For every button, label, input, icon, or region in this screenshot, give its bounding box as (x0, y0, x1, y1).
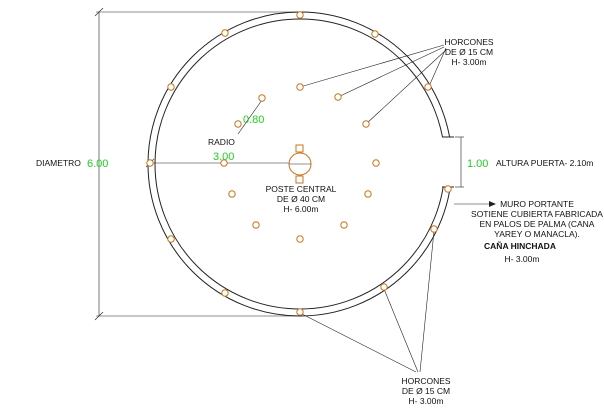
inner-post (252, 221, 260, 229)
inner-posts (220, 83, 380, 243)
inner-post (334, 93, 342, 101)
inner-post (296, 235, 304, 243)
muro-line-1: MURO PORTANTE (500, 199, 574, 209)
perimeter-post (296, 308, 304, 316)
radius-value: 3.00 (213, 151, 234, 163)
leader-bottom-2 (383, 288, 419, 373)
horcones-top-line-3: H- 3.00m (452, 57, 487, 67)
inner-post (220, 159, 228, 167)
door-height-label: ALTURA PUERTA- 2.10m (496, 158, 593, 168)
cana-title: CAÑA HINCHADA (484, 241, 556, 251)
leader-top-2 (337, 46, 445, 98)
perimeter-post (444, 185, 452, 193)
central-post-label: POSTE CENTRAL DE Ø 40 CM H- 6.00m (266, 184, 337, 214)
central-post-line-3: H- 6.00m (284, 204, 319, 214)
perimeter-post (221, 289, 229, 297)
spacing-value: 0.80 (243, 114, 264, 126)
diameter-label: DIAMETRO (36, 158, 81, 168)
central-post-line-1: POSTE CENTRAL (266, 184, 337, 194)
muro-arrowhead (489, 201, 496, 207)
central-post (288, 144, 312, 184)
inner-post (362, 120, 370, 128)
diameter-value: 6.00 (87, 158, 108, 170)
leader-bottom-1 (299, 312, 417, 373)
inner-post (372, 159, 380, 167)
perimeter-post (296, 11, 304, 19)
muro-line-4: YAREY O MANACLA). (494, 229, 580, 239)
horcones-top-label: HORCONES DE Ø 15 CM H- 3.00m (444, 37, 493, 67)
leader-top-4 (429, 47, 447, 85)
door-width-value: 1.00 (467, 158, 488, 170)
muro-line-2: SOTIENE CUBIERTA FABRICADA (471, 209, 603, 219)
perimeter-post (424, 83, 432, 91)
perimeter-post (430, 225, 438, 233)
leader-top-1 (299, 44, 445, 88)
perimeter-post (167, 235, 175, 243)
perimeter-post (380, 283, 388, 291)
diameter-tick-bottom (94, 311, 104, 321)
horcones-bottom-line-3: H- 3.00m (409, 396, 444, 406)
perimeter-post (371, 30, 379, 38)
horcones-bottom-label: HORCONES DE Ø 15 CM H- 3.00m (401, 376, 450, 406)
spacing-dimension-line (237, 99, 263, 135)
central-post-line-2: DE Ø 40 CM (277, 194, 325, 204)
cana-height: H- 3.00m (505, 254, 540, 264)
inner-post (364, 190, 372, 198)
inner-post (340, 221, 348, 229)
perimeter-post (146, 159, 154, 167)
perimeter-post (167, 83, 175, 91)
inner-post (228, 190, 236, 198)
horcones-top-line-1: HORCONES (444, 37, 493, 47)
horcones-bottom-line-1: HORCONES (401, 376, 450, 386)
horcones-top-line-2: DE Ø 15 CM (445, 47, 493, 57)
inner-post (258, 94, 266, 102)
door-opening (440, 137, 454, 187)
inner-post (296, 83, 304, 91)
perimeter-posts (146, 11, 452, 316)
horcones-bottom-line-2: DE Ø 15 CM (402, 386, 450, 396)
leader-top-3 (365, 49, 447, 125)
muro-line-3: EN PALOS DE PALMA (CANA (480, 219, 595, 229)
radius-label: RADIO (208, 137, 235, 147)
leader-bottom-3 (419, 230, 435, 373)
inner-post (234, 120, 242, 128)
muro-label: MURO PORTANTE SOTIENE CUBIERTA FABRICADA… (471, 199, 603, 239)
diameter-tick-top (94, 7, 104, 17)
perimeter-post (221, 29, 229, 37)
